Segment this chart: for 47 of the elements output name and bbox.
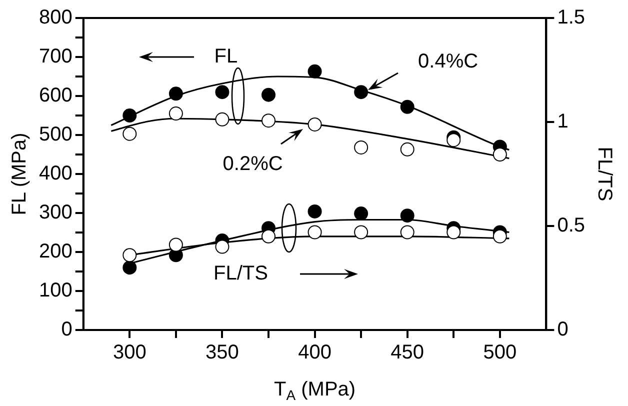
- point: [262, 88, 276, 102]
- x-tick-label: 500: [483, 342, 517, 364]
- y-tick-label: 100: [38, 280, 72, 302]
- y-tick-label: 300: [38, 202, 72, 224]
- point: [122, 260, 137, 275]
- point: [354, 85, 368, 100]
- point: [215, 85, 230, 100]
- point: [400, 208, 414, 223]
- point: [122, 108, 137, 122]
- annotation: 0.2%C: [222, 152, 283, 175]
- point: [262, 114, 276, 128]
- x-tick-label: 400: [298, 342, 332, 364]
- y-tick-label: 400: [38, 162, 72, 185]
- y-axis-title: FL (MPa): [8, 132, 31, 216]
- x-tick-label: 450: [390, 342, 424, 364]
- y-tick-label: 0: [61, 318, 72, 341]
- point: [308, 64, 322, 78]
- y-tick-label: 600: [38, 84, 72, 107]
- y-tick-label: 500: [38, 124, 72, 146]
- annotation: 0.4%C: [418, 50, 478, 73]
- y-tick-label: 700: [38, 46, 72, 68]
- point: [308, 204, 322, 218]
- point: [262, 229, 276, 244]
- point: [446, 225, 461, 240]
- point: [400, 225, 414, 240]
- x-tick-label: 300: [112, 342, 146, 364]
- point: [168, 86, 183, 101]
- point: [215, 112, 230, 126]
- y-tick-label: 800: [38, 6, 72, 29]
- point: [492, 229, 507, 244]
- annotation: FL: [214, 46, 238, 68]
- point: [308, 117, 322, 132]
- y2-tick-label: 1.5: [557, 6, 586, 29]
- point: [215, 240, 230, 254]
- y2-tick-label: 1: [557, 110, 568, 133]
- point: [308, 225, 322, 240]
- point: [492, 148, 507, 162]
- y-tick-label: 200: [38, 240, 72, 263]
- point: [446, 133, 461, 148]
- y2-axis-title: FL/TS: [593, 146, 616, 202]
- y2-tick-label: 0: [557, 318, 568, 341]
- annotation: FL/TS: [214, 262, 268, 284]
- point: [400, 100, 414, 114]
- point: [354, 225, 368, 240]
- x-tick-label: 350: [206, 342, 239, 364]
- point: [354, 206, 368, 221]
- y2-tick-label: 0.5: [557, 214, 586, 237]
